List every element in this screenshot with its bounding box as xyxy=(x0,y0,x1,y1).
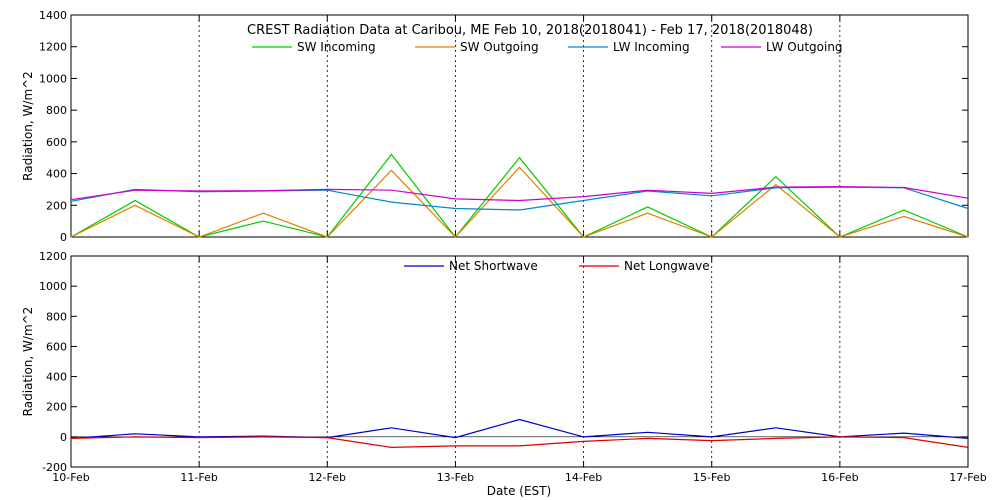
series-line xyxy=(70,185,969,202)
x-tick-label: 15-Feb xyxy=(693,471,730,484)
legend-label: LW Outgoing xyxy=(766,40,843,54)
x-tick-label: 14-Feb xyxy=(565,471,602,484)
y-tick-label: -200 xyxy=(42,461,67,474)
y-tick-label: 200 xyxy=(46,401,67,414)
y-axis-title: Radiation, W/m^2 xyxy=(21,71,35,181)
y-tick-label: 1000 xyxy=(39,280,67,293)
y-tick-label: 0 xyxy=(60,231,67,244)
bottom-panel-net-radiation: -200 0 200 400 600 800 1000 1200 10-Feb 11-Feb 12-… xyxy=(21,250,987,484)
legend-label: Net Longwave xyxy=(624,259,710,273)
y-tick-label: 400 xyxy=(46,168,67,181)
x-tick-label: 11-Feb xyxy=(180,471,217,484)
y-tick-label: 600 xyxy=(46,136,67,149)
y-tick-label: 1000 xyxy=(39,72,67,85)
x-tick-label: 13-Feb xyxy=(437,471,474,484)
plot-frame xyxy=(70,14,969,238)
y-tick-label: 1200 xyxy=(39,41,67,54)
x-tick-label: 16-Feb xyxy=(821,471,858,484)
x-tick-label: 10-Feb xyxy=(52,471,89,484)
y-tick-label: 1200 xyxy=(39,250,67,263)
series-line xyxy=(70,418,969,439)
y-tick-label: 0 xyxy=(60,431,67,444)
series-line xyxy=(70,153,969,238)
top-panel-radiation-components: 0 200 400 600 800 1000 1200 1400 Radiation, W/m^… xyxy=(21,9,969,244)
y-tick-label: 800 xyxy=(46,310,67,323)
plot-frame xyxy=(70,255,969,468)
x-axis-title: Date (EST) xyxy=(487,484,551,498)
legend-label: LW Incoming xyxy=(613,40,690,54)
series-line xyxy=(70,436,969,449)
legend-label: SW Incoming xyxy=(297,40,376,54)
y-axis-title: Radiation, W/m^2 xyxy=(21,307,35,417)
x-tick-label: 17-Feb xyxy=(949,471,986,484)
y-tick-label: 400 xyxy=(46,371,67,384)
y-tick-label: 600 xyxy=(46,340,67,353)
x-tick-label: 12-Feb xyxy=(309,471,346,484)
y-tick-label: 1400 xyxy=(39,9,67,22)
series-line xyxy=(70,166,969,238)
y-tick-label: 800 xyxy=(46,104,67,117)
legend-label: SW Outgoing xyxy=(460,40,539,54)
y-tick-label: 200 xyxy=(46,199,67,212)
legend-label: Net Shortwave xyxy=(449,259,538,273)
chart-title: CREST Radiation Data at Caribou, ME Feb … xyxy=(247,23,813,38)
